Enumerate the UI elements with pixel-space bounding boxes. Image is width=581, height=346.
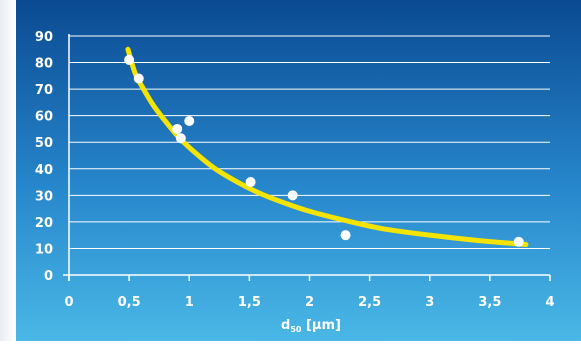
x-tick-label: 0,5 [118,295,141,310]
y-tick-label: 40 [35,163,53,178]
x-tick-labels: 0 0,5 1 1,5 2 2,5 3 3,5 4 [64,295,554,310]
x-tick-label: 1 [185,295,194,310]
y-tick-label: 30 [35,189,53,204]
x-tick-label: 2,5 [358,295,381,310]
x-axis-label-main: d [281,318,290,333]
fit-curve-layer [125,46,529,247]
data-points-layer [124,54,524,247]
y-tick-label: 70 [35,83,53,98]
x-tick-label: 2 [305,295,314,310]
x-axis-label: d50 [µm] [281,318,341,334]
data-point [513,236,524,247]
y-tick-labels: 0 10 20 30 40 50 60 70 80 90 [35,30,53,284]
x-tick-label: 3 [425,295,434,310]
y-tick-label: 20 [35,216,53,231]
x-tick-label: 4 [545,295,554,310]
data-point [175,133,186,144]
data-point [133,73,144,84]
x-axis-label-subscript: 50 [290,325,302,334]
chart-background [16,0,581,341]
y-tick-label: 50 [35,136,53,151]
y-tick-label: 60 [35,110,53,125]
left-margin-decor [0,0,16,341]
data-point [124,54,135,65]
data-point [184,115,195,126]
y-tick-label: 90 [35,30,53,45]
x-tick-label: 1,5 [238,295,261,310]
x-tick-label: 0 [64,295,73,310]
data-point [340,230,351,241]
y-tick-label: 80 [35,57,53,72]
data-point [245,177,256,188]
data-point [172,123,183,134]
y-tick-label: 10 [35,242,53,257]
axis-layer [63,34,551,281]
grid-layer [69,35,550,249]
y-tick-label: 0 [44,269,53,284]
fit-curve [125,46,529,247]
x-axis-label-unit: [µm] [301,318,341,333]
data-point [287,190,298,201]
x-tick-label: 3,5 [478,295,501,310]
